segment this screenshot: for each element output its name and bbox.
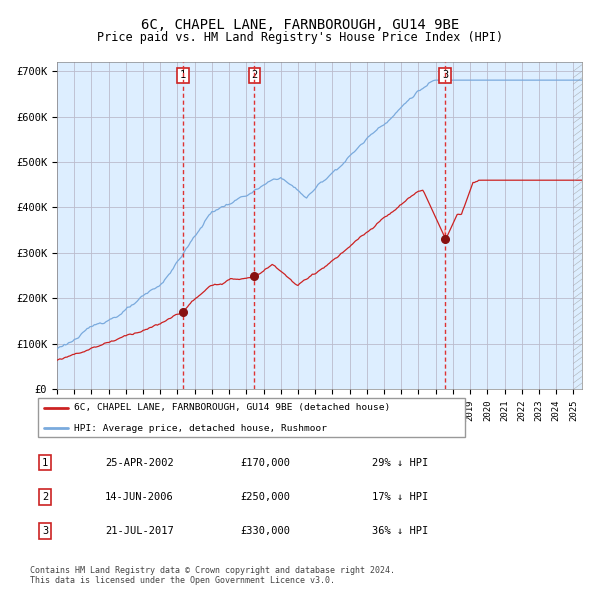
Text: 14-JUN-2006: 14-JUN-2006 [105,492,174,502]
Text: 36% ↓ HPI: 36% ↓ HPI [372,526,428,536]
Text: 6C, CHAPEL LANE, FARNBOROUGH, GU14 9BE: 6C, CHAPEL LANE, FARNBOROUGH, GU14 9BE [141,18,459,32]
Text: 17% ↓ HPI: 17% ↓ HPI [372,492,428,502]
Text: Contains HM Land Registry data © Crown copyright and database right 2024.
This d: Contains HM Land Registry data © Crown c… [30,566,395,585]
Text: 1: 1 [180,70,186,80]
Text: 6C, CHAPEL LANE, FARNBOROUGH, GU14 9BE (detached house): 6C, CHAPEL LANE, FARNBOROUGH, GU14 9BE (… [74,403,390,412]
Text: 2: 2 [42,492,48,502]
FancyBboxPatch shape [38,398,465,437]
Text: £170,000: £170,000 [240,458,290,467]
Text: 2: 2 [251,70,257,80]
Text: 1: 1 [42,458,48,467]
Text: Price paid vs. HM Land Registry's House Price Index (HPI): Price paid vs. HM Land Registry's House … [97,31,503,44]
Text: 29% ↓ HPI: 29% ↓ HPI [372,458,428,467]
Text: 21-JUL-2017: 21-JUL-2017 [105,526,174,536]
Text: £330,000: £330,000 [240,526,290,536]
Text: 3: 3 [442,70,448,80]
Text: 25-APR-2002: 25-APR-2002 [105,458,174,467]
Text: 3: 3 [42,526,48,536]
Text: HPI: Average price, detached house, Rushmoor: HPI: Average price, detached house, Rush… [74,424,327,433]
Text: £250,000: £250,000 [240,492,290,502]
